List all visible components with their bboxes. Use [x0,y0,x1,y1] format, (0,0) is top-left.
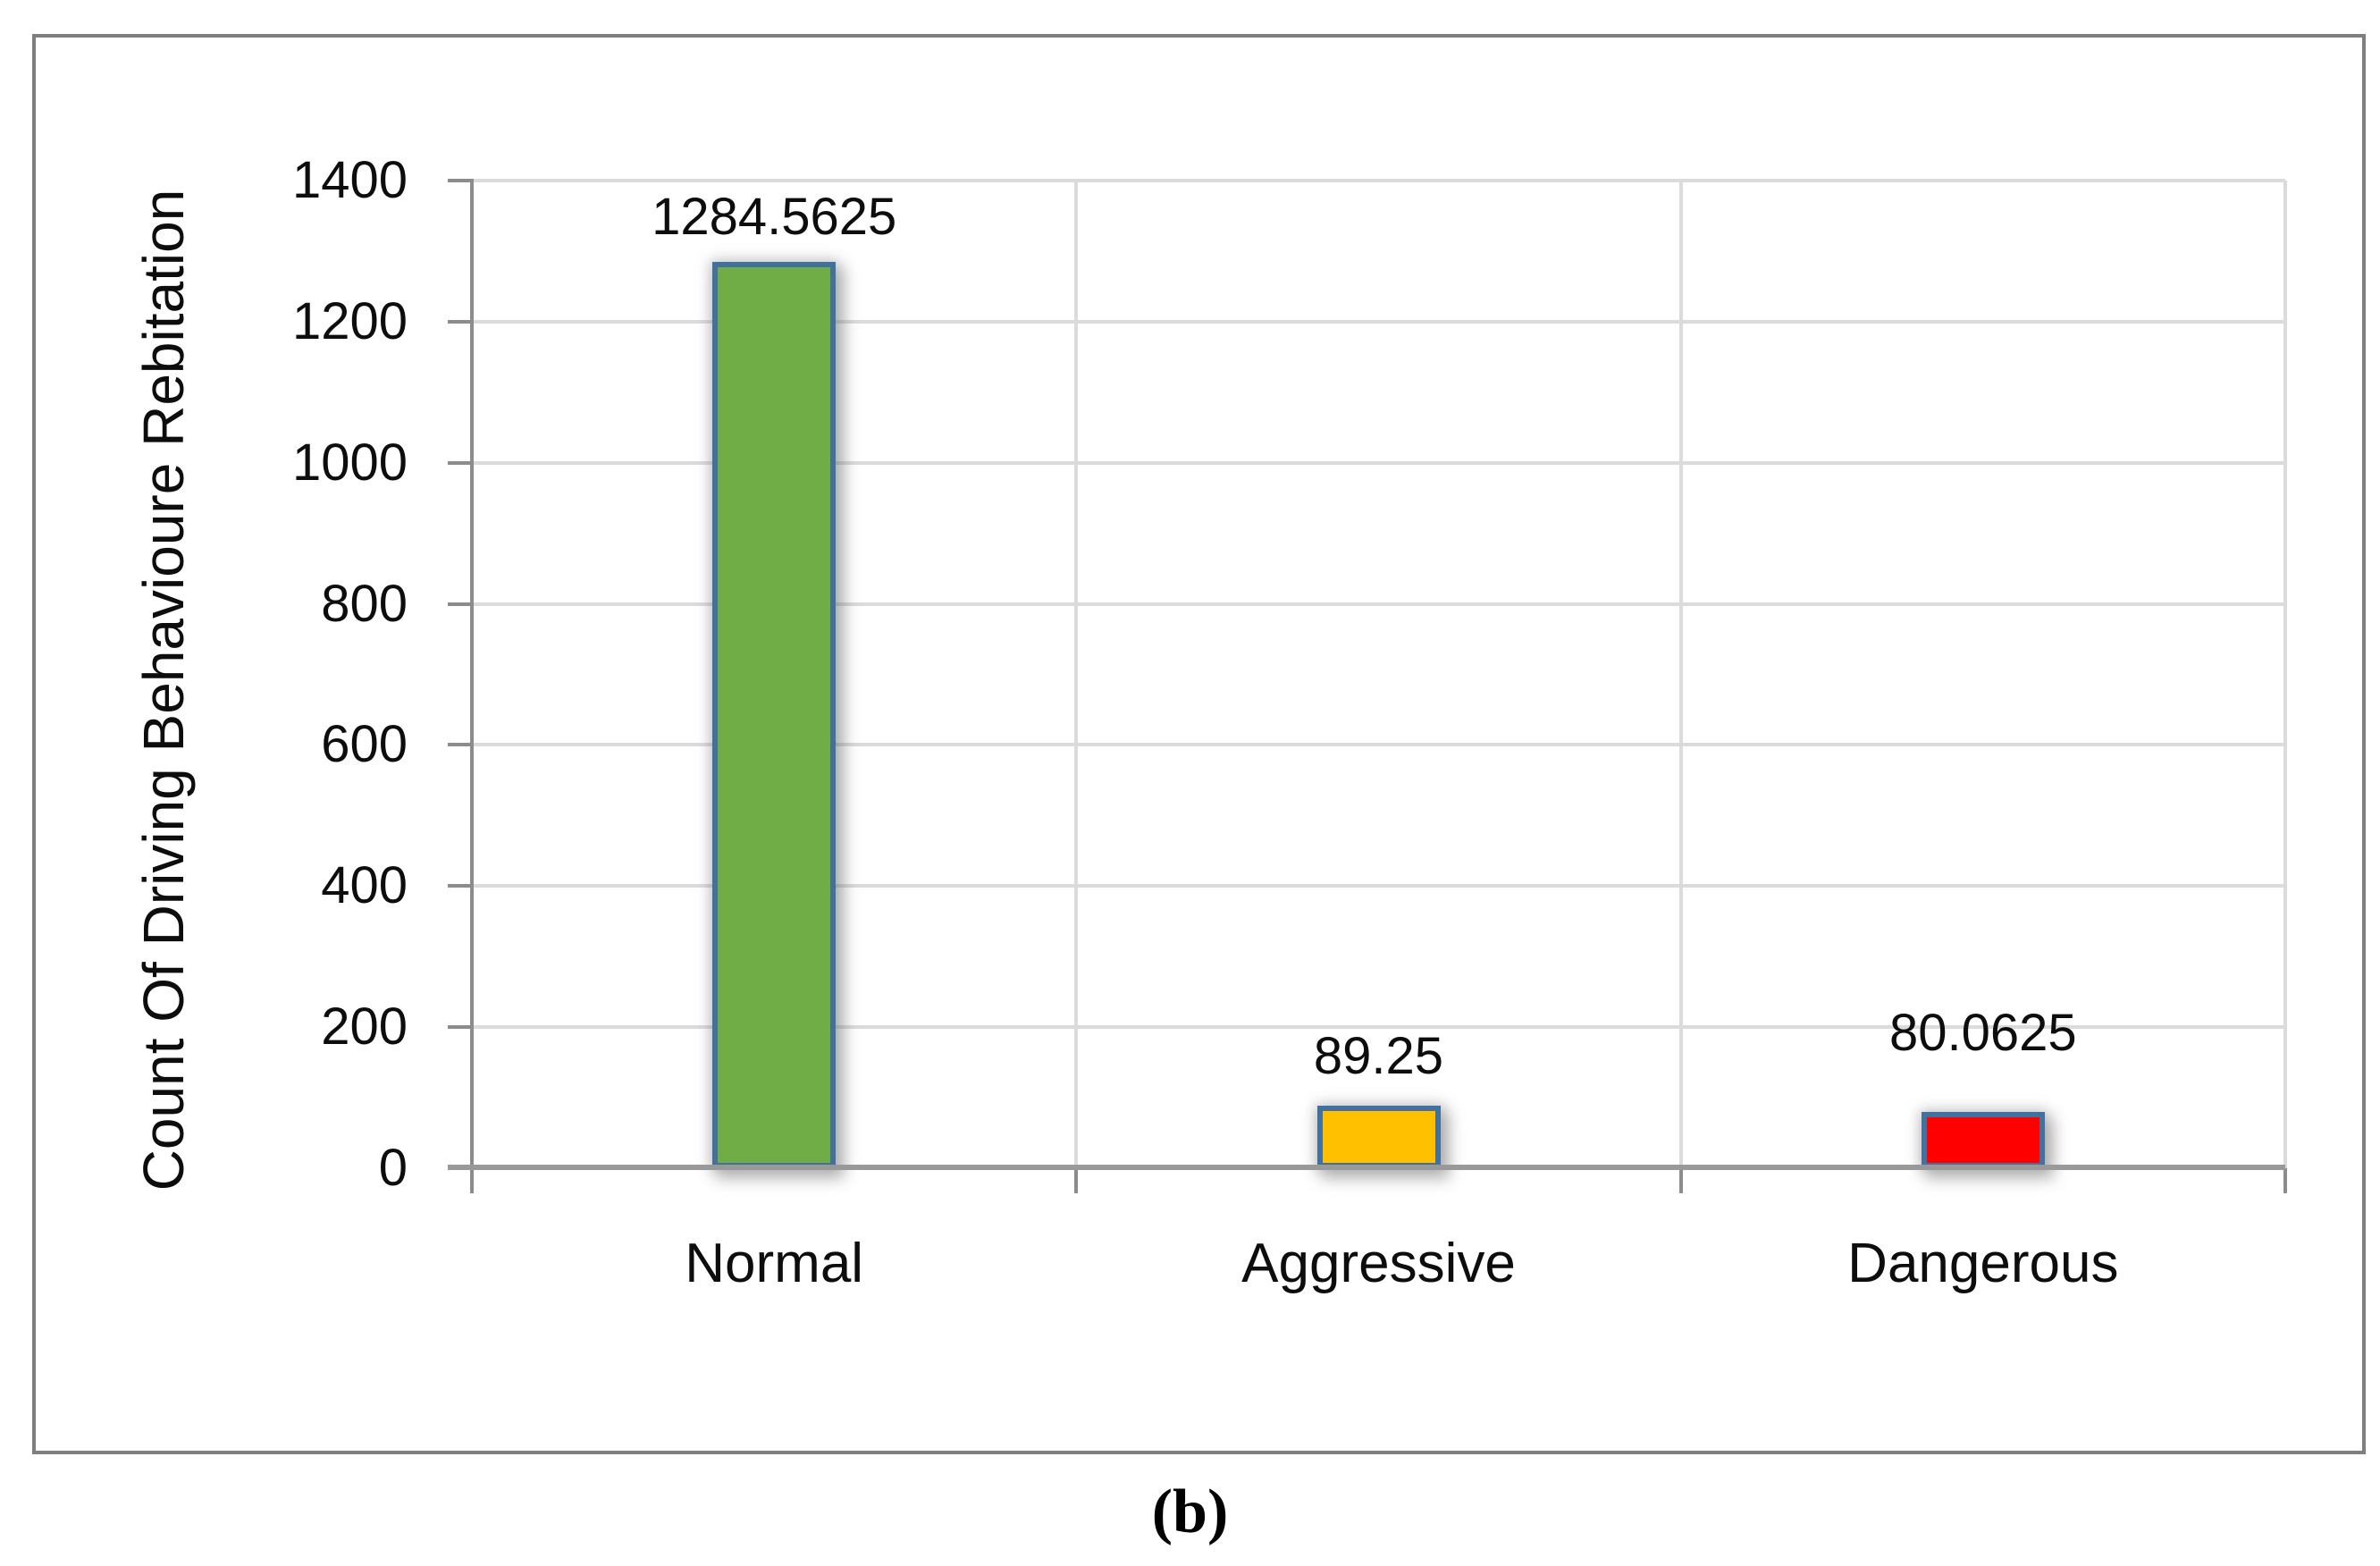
y-axis-title: Count Of Driving Behavioure Rebitation [131,189,196,1191]
y-gridline [472,1025,2285,1030]
y-gridline [472,602,2285,606]
y-gridline [472,179,2285,182]
y-tick-label: 400 [321,856,408,915]
y-tick-label: 600 [321,715,408,774]
y-tick-label: 1200 [291,291,408,350]
y-axis-line [470,179,474,1193]
x-tick-mark [2283,1168,2287,1193]
y-tick-mark [448,1025,472,1030]
y-tick-label: 200 [321,998,408,1057]
category-label-aggressive: Aggressive [1241,1233,1516,1294]
x-tick-mark [1074,1168,1079,1193]
y-tick-label: 1400 [291,151,408,209]
y-gridline [472,460,2285,465]
value-label-aggressive: 89.25 [1313,1026,1444,1085]
y-tick-mark [448,743,472,747]
value-label-dangerous: 80.0625 [1889,1003,2077,1062]
y-tick-mark [448,602,472,606]
bar-normal [712,262,837,1168]
y-tick-label: 800 [321,574,408,633]
plot-area: 0 200 400 600 800 1000 1200 1400 1284.5625 Norma… [292,151,2287,1294]
y-tick-label: 1000 [291,433,408,492]
y-gridline [472,319,2285,324]
x-gridline [1678,181,1683,1168]
figure-caption: (b) [1151,1478,1229,1546]
y-tick-mark [448,460,472,465]
category-label-dangerous: Dangerous [1847,1233,2119,1294]
bar-dangerous [1921,1111,2045,1168]
x-gridline [1074,181,1079,1168]
value-label-normal: 1284.5625 [652,188,897,247]
y-gridline [472,884,2285,888]
y-tick-mark [448,179,472,182]
y-gridline [472,743,2285,747]
y-tick-label: 0 [378,1139,408,1197]
y-tick-mark [448,884,472,888]
bar-aggressive [1316,1105,1441,1168]
x-axis-line [448,1165,2285,1170]
y-tick-mark [448,319,472,324]
x-tick-mark [1678,1168,1683,1193]
x-gridline [2283,181,2287,1168]
category-label-normal: Normal [685,1233,864,1294]
